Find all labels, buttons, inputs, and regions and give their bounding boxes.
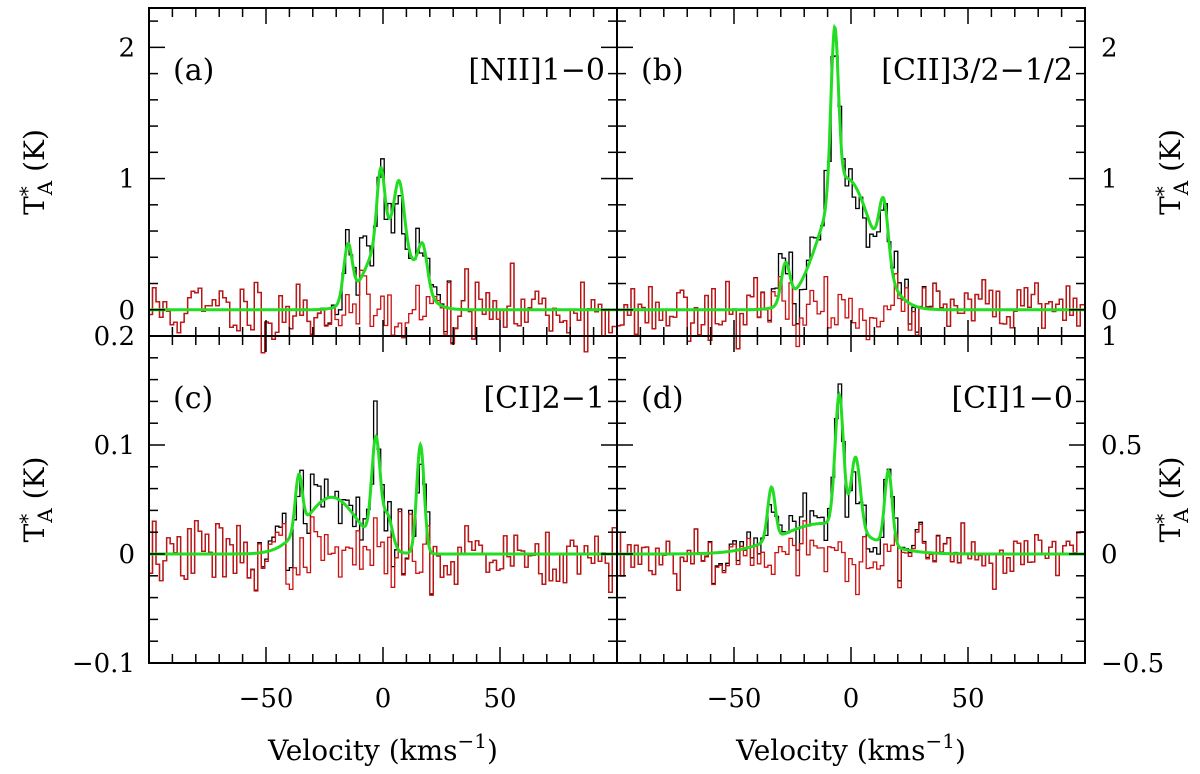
y-tick-label: 0.1 [94, 431, 135, 461]
gaussian-fit [149, 166, 617, 312]
y-tick-label: 0 [118, 540, 135, 570]
y-tick-label: 0.2 [94, 322, 135, 352]
panel-tag: (b) [641, 53, 684, 88]
y-axis-title: T*A (K) [15, 457, 57, 543]
y-tick-label: 1 [1101, 165, 1118, 195]
line-label: [CI]2−1 [483, 381, 605, 416]
line-label: [CI]1−0 [951, 381, 1073, 416]
y-tick-label: 0 [1101, 296, 1118, 326]
residual-spectrum [617, 273, 1084, 350]
panel-b: 012(b) [CII]3/2−1/2T*A (K) [616, 7, 1193, 350]
residual-spectrum [149, 262, 616, 354]
y-tick-label: −0.5 [1101, 649, 1164, 679]
y-tick-label: 2 [1101, 33, 1118, 63]
x-tick-label: 0 [843, 684, 860, 714]
panel-d: −0.5 0 0.5 1 −50 0 50 (d) [CI]1−0 T*A (K) Velocity… [616, 322, 1193, 767]
y-axis-title: T*A (K) [1151, 129, 1193, 215]
x-tick-label: 0 [375, 684, 392, 714]
panel-tag: (c) [173, 381, 213, 416]
x-axis-title: Velocity (kms−1) [735, 729, 966, 767]
gaussian-fit [617, 391, 1085, 556]
panel-a: 0 1 2 (a) [NII]1−0 T*A (K) [15, 7, 618, 354]
residual-spectrum [617, 520, 1084, 596]
line-label: [NII]1−0 [468, 53, 605, 88]
x-tick-label: −50 [707, 684, 762, 714]
panel-tag: (d) [641, 381, 684, 416]
panel-c: −0.1 0 0.1 0.2 −50 0 50 (c) [CI]2−1 T*A (K) Veloci… [15, 322, 618, 767]
gaussian-fit [149, 433, 617, 556]
residual-spectrum [149, 510, 616, 596]
y-tick-label: 1 [1101, 322, 1118, 352]
y-tick-label: 1 [118, 165, 135, 195]
y-tick-label: −0.1 [72, 649, 135, 679]
y-axis-title: T*A (K) [1151, 457, 1193, 543]
x-tick-label: 50 [951, 684, 984, 714]
x-axis-title: Velocity (kms−1) [267, 729, 498, 767]
x-tick-label: −50 [239, 684, 294, 714]
line-label: [CII]3/2−1/2 [881, 53, 1073, 88]
y-tick-label: 0 [1101, 540, 1118, 570]
y-tick-label: 0.5 [1101, 431, 1142, 461]
gaussian-fit [617, 23, 1085, 312]
y-tick-label: 2 [118, 33, 135, 63]
y-tick-label: 0 [118, 296, 135, 326]
y-axis-title: T*A (K) [15, 129, 57, 215]
panel-tag: (a) [173, 53, 214, 88]
x-tick-label: 50 [483, 684, 516, 714]
